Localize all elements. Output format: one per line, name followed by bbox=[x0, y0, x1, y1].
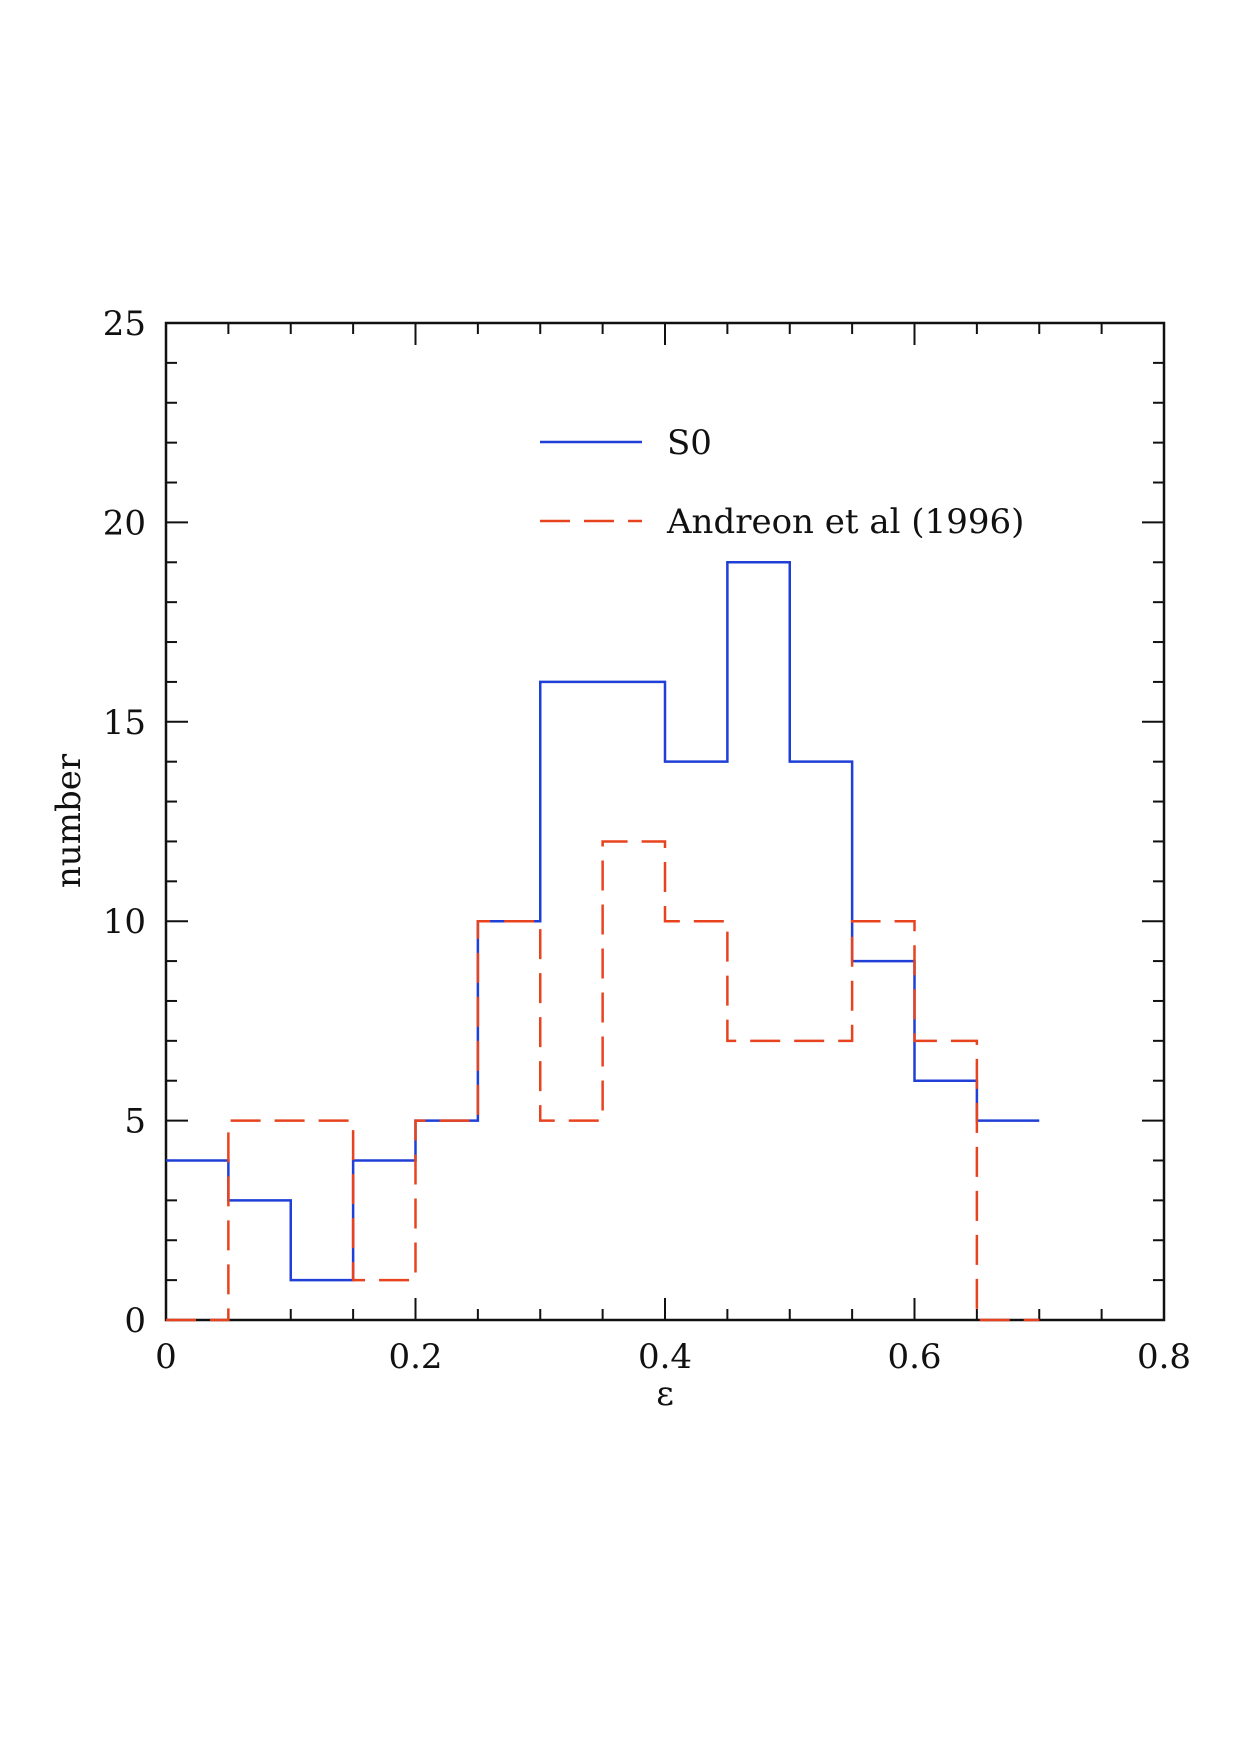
y-tick-label: 15 bbox=[103, 703, 146, 743]
series-line-s0 bbox=[166, 561, 1040, 1282]
x-axis-title: ε bbox=[656, 1374, 674, 1414]
y-tick-label: 10 bbox=[103, 902, 146, 942]
x-tick-label: 0 bbox=[155, 1337, 177, 1377]
x-tick-label: 0.6 bbox=[887, 1337, 941, 1377]
x-tick-label: 0.8 bbox=[1137, 1337, 1191, 1377]
y-tick-label: 5 bbox=[124, 1102, 146, 1142]
y-tick-label: 25 bbox=[103, 304, 146, 344]
tick-labels: 0 0.2 0.4 0.6 0.8 0 5 10 15 20 25 bbox=[103, 304, 1191, 1377]
x-tick-label: 0.4 bbox=[638, 1337, 692, 1377]
y-tick-label: 0 bbox=[124, 1301, 146, 1341]
y-axis-title: number bbox=[49, 753, 89, 888]
plot-frame bbox=[164, 321, 1166, 1322]
axis-ticks bbox=[165, 322, 1165, 1321]
legend: S0 Andreon et al (1996) bbox=[540, 423, 1024, 542]
legend-label-s0: S0 bbox=[667, 423, 712, 463]
legend-label-andreon: Andreon et al (1996) bbox=[666, 502, 1024, 542]
histogram-series bbox=[166, 561, 1040, 1322]
series-line-andreon bbox=[166, 840, 1040, 1322]
x-tick-label: 0.2 bbox=[388, 1337, 442, 1377]
y-tick-label: 20 bbox=[103, 503, 146, 543]
